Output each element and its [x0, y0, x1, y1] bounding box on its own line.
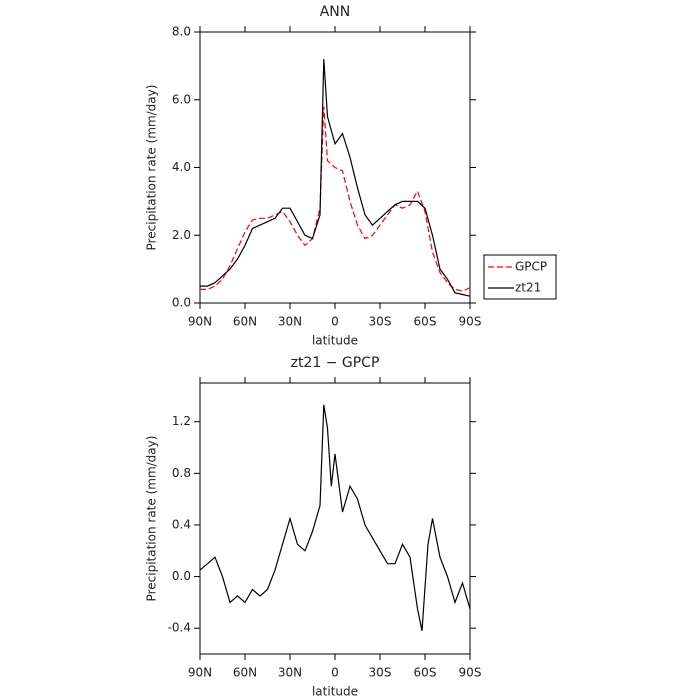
x-axis-label: latitude — [312, 334, 358, 348]
data-line — [200, 106, 471, 292]
x-tick-label: 90S — [459, 666, 482, 680]
y-tick-label: 2.0 — [172, 228, 191, 242]
y-axis-label: Precipitation rate (mm/day) — [145, 85, 159, 251]
data-line — [199, 404, 471, 631]
x-tick-label: 0 — [331, 666, 339, 680]
y-tick-label: 0.0 — [172, 296, 191, 310]
y-tick-label: 8.0 — [172, 25, 191, 39]
x-tick-label: 30S — [369, 315, 392, 329]
legend-label: zt21 — [515, 281, 541, 295]
x-tick-label: 30N — [278, 315, 302, 329]
y-tick-label: 1.2 — [172, 414, 191, 428]
y-tick-label: -0.4 — [168, 621, 191, 635]
x-tick-label: 60S — [414, 315, 437, 329]
y-tick-label: 0.4 — [172, 517, 191, 531]
x-tick-label: 60N — [233, 666, 257, 680]
x-tick-label: 90S — [459, 315, 482, 329]
x-tick-label: 60N — [233, 315, 257, 329]
y-tick-label: 6.0 — [172, 92, 191, 106]
y-tick-label: 0.0 — [172, 569, 191, 583]
chart-title: zt21 − GPCP — [291, 355, 380, 371]
data-line — [200, 59, 471, 297]
x-tick-label: 0 — [331, 315, 339, 329]
y-tick-label: 4.0 — [172, 160, 191, 174]
legend-box — [483, 254, 557, 300]
y-axis-label: Precipitation rate (mm/day) — [145, 436, 159, 602]
x-tick-label: 30S — [369, 666, 392, 680]
legend-label: GPCP — [515, 260, 547, 274]
x-tick-label: 90N — [188, 315, 212, 329]
x-tick-label: 90N — [188, 666, 212, 680]
y-tick-label: 0.8 — [172, 466, 191, 480]
x-tick-label: 30N — [278, 666, 302, 680]
x-axis-label: latitude — [312, 685, 358, 699]
x-tick-label: 60S — [414, 666, 437, 680]
chart-title: ANN — [320, 4, 351, 20]
plot-frame — [199, 382, 471, 655]
